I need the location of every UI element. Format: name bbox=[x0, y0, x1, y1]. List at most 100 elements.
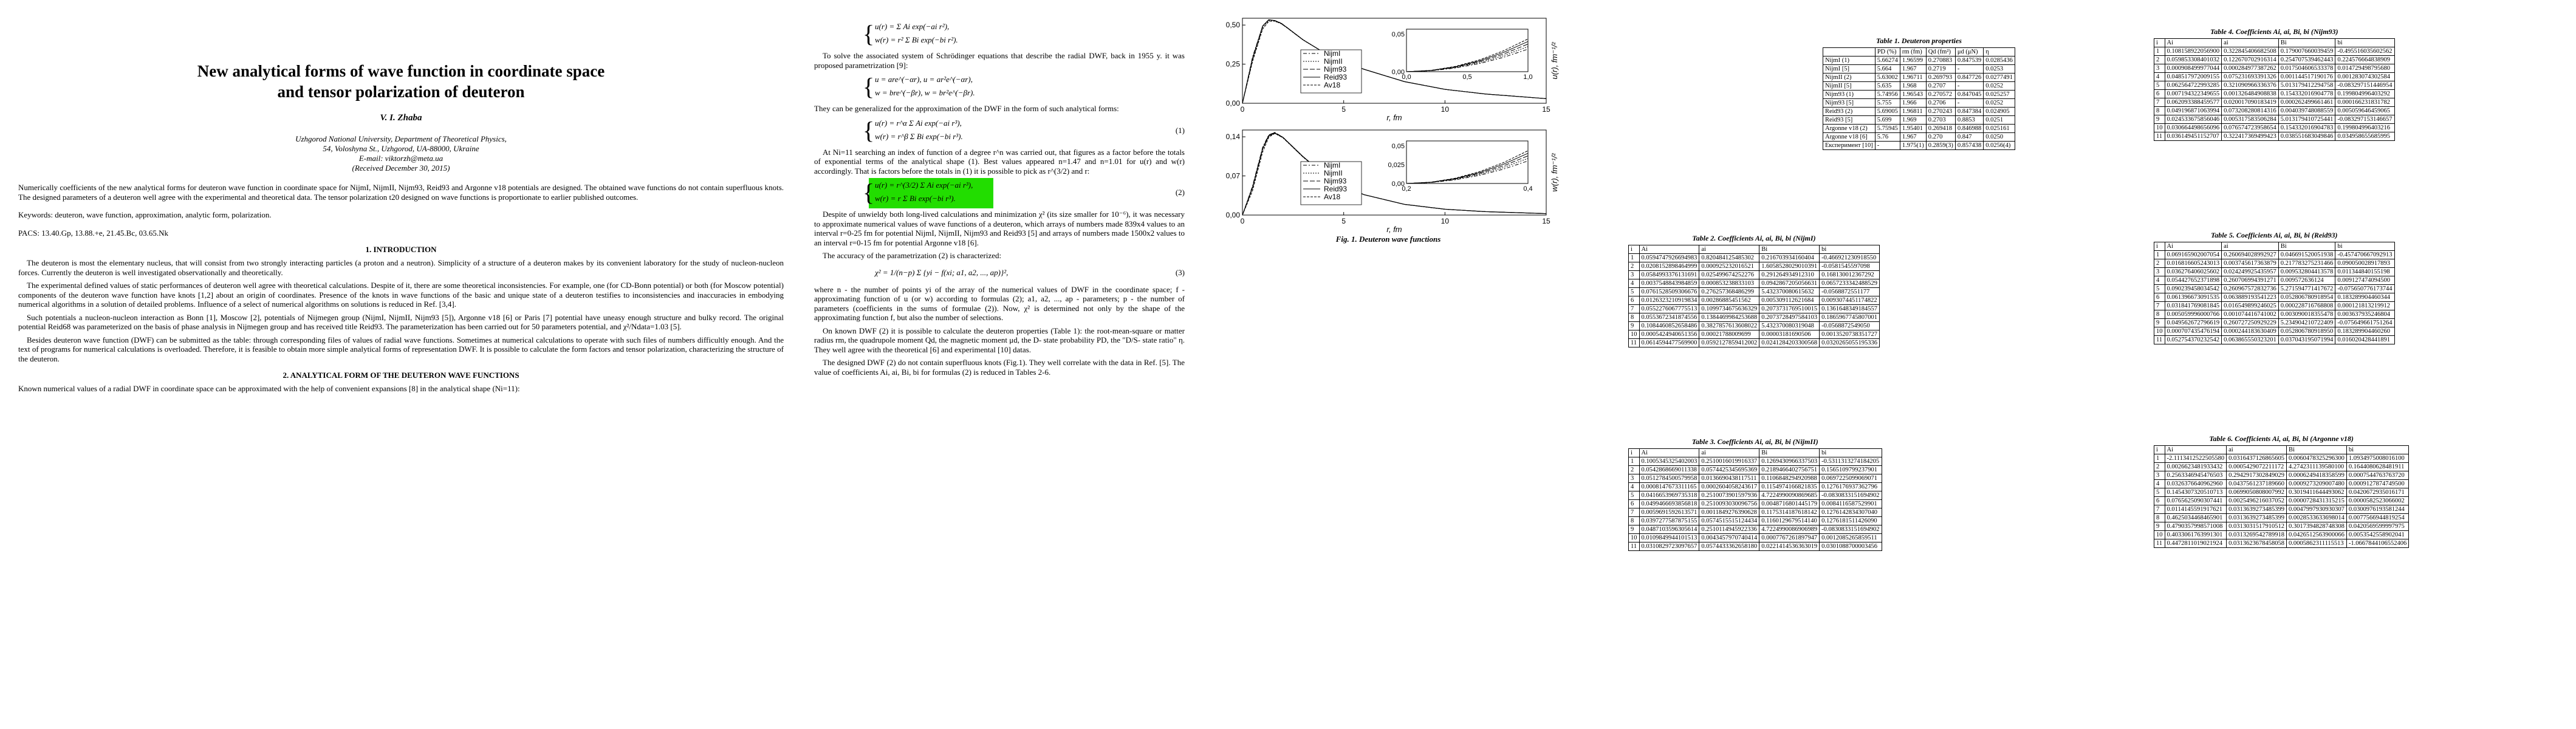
table-cell: 9 bbox=[2154, 115, 2165, 124]
table-row: 8 0.005059996000766 0.001074416741002 0.003… bbox=[2154, 310, 2395, 319]
table-cell: 8 bbox=[1628, 516, 1640, 525]
table-cell: 0.0542868669011338 bbox=[1639, 465, 1700, 474]
table-cell: 10 bbox=[1628, 533, 1640, 542]
table-cell: 0.016549899246025 bbox=[2221, 301, 2279, 310]
title-line-2: and tensor polarization of deuteron bbox=[277, 83, 525, 101]
table-header-cell: ai bbox=[2221, 38, 2279, 47]
table-cell: 0.0499466693856818 bbox=[1639, 499, 1700, 508]
table-cell: 0.00003181690506 bbox=[1759, 330, 1820, 339]
table-cell: 0.0048716801445179 bbox=[1759, 499, 1820, 508]
table-cell: 0.0487103596305614 bbox=[1639, 525, 1700, 534]
table-cell: 0.000166231831782 bbox=[2335, 98, 2395, 107]
table-row: 3 0.0512784500579958 0.0136690438117511 0.1… bbox=[1628, 474, 1882, 483]
equation-0: { u(r) = Σ Ai exp(−ai r²), w(r) = r² Σ B… bbox=[814, 21, 1185, 49]
y-tick-label: 0,50 bbox=[1226, 21, 1241, 29]
table-cell: 3 bbox=[2154, 267, 2165, 276]
table-cell: 0.062093388459577 bbox=[2164, 98, 2222, 107]
table-row: 3 0.000908499977044 0.000284977387262 0.017… bbox=[2154, 64, 2395, 73]
table-cell: 0.199804996403216 bbox=[2335, 123, 2395, 132]
paragraph-11: where n - the number of points yi of the… bbox=[814, 284, 1185, 323]
table-cell: 0.1454307320510713 bbox=[2164, 488, 2227, 497]
y-axis-label: w(r), fm⁻¹/² bbox=[1550, 153, 1559, 192]
table-cell: - bbox=[1954, 64, 1984, 74]
table-cell: 5.755 bbox=[1874, 98, 1900, 108]
table-cell: 0.0614594477569900 bbox=[1639, 338, 1700, 347]
table-cell: 0.025499674252276 bbox=[1699, 270, 1760, 279]
table-cell: 3 bbox=[1628, 474, 1640, 483]
table-cell: 5.699 bbox=[1874, 115, 1900, 125]
table-cell: 0.1160129679514140 bbox=[1759, 516, 1820, 525]
table-header-cell: bi bbox=[2335, 242, 2395, 251]
table-cell: 0.000121813219912 bbox=[2335, 301, 2395, 310]
table-row: 2 0.0026623481933432 0.0005429072211172 4.2… bbox=[2154, 462, 2410, 471]
table-cell: 0.0114145591917621 bbox=[2164, 505, 2227, 514]
equation-number-2: (2) bbox=[1175, 188, 1185, 197]
table-cell: 5.63002 bbox=[1874, 73, 1900, 82]
table-cell: 0.024533675856046 bbox=[2164, 115, 2222, 124]
table-cell: 1.96543 bbox=[1899, 90, 1927, 99]
table-row: Argonne v18 (2) 5.75945 1.95401 0.269418 0.8… bbox=[1823, 124, 2015, 133]
table-header-cell: Ai bbox=[2164, 38, 2222, 47]
table-cell: 0.037043195071994 bbox=[2278, 335, 2336, 344]
table-row: 8 0.0397277587875155 0.0574515515124434 0.1… bbox=[1628, 516, 1882, 525]
table-row: 1 0.069165902007054 0.260694028992927 0.046… bbox=[2154, 250, 2395, 259]
table-cell: 0.857438 bbox=[1954, 141, 1984, 150]
table-row: 5 0.0761528509306676 0.276257368486299 5.43… bbox=[1628, 287, 1880, 296]
table-cell: 0.820484125485302 bbox=[1699, 253, 1760, 262]
table-cell: 0.0077566944819254 bbox=[2346, 513, 2410, 522]
title-line-1: New analytical forms of wave function in… bbox=[197, 62, 605, 80]
table-2-caption: Table 2. Coefficients Ai, ai, Bi, bi (Ni… bbox=[1692, 234, 1816, 242]
received-date: (Received December 30, 2015) bbox=[352, 163, 450, 173]
table-cell: 0.276257368486299 bbox=[1699, 287, 1760, 296]
x-tick-label: 5 bbox=[1341, 105, 1346, 114]
table-cell: 0.017504606533378 bbox=[2278, 64, 2336, 73]
equation-number-1: (1) bbox=[1175, 125, 1185, 135]
table-header-cell: Qd (fm²) bbox=[1925, 47, 1956, 56]
table-cell: 4 bbox=[1628, 279, 1640, 288]
table-cell: 0.0942867205056631 bbox=[1759, 279, 1820, 288]
affiliation-line-1: Uzhgorod National University, Department… bbox=[295, 134, 507, 143]
table-header-cell: Bi bbox=[2278, 38, 2336, 47]
legend-label: Av18 bbox=[1324, 81, 1340, 89]
table-cell: 0.0053542558902041 bbox=[2346, 530, 2410, 539]
table-cell: 5 bbox=[2154, 81, 2165, 90]
table-cell: 0.0084116587529901 bbox=[1819, 499, 1882, 508]
table-cell: 3 bbox=[2154, 64, 2165, 73]
x-axis-label: r, fm bbox=[1386, 113, 1402, 122]
table-cell: 0.030664498656096 bbox=[2164, 123, 2222, 132]
table-cell: 3 bbox=[2154, 471, 2165, 480]
table-cell: 0.0251 bbox=[1983, 115, 2015, 125]
table-cell: 1.95401 bbox=[1899, 124, 1927, 133]
y-tick-label: 0,00 bbox=[1226, 99, 1241, 108]
table-cell: 5.75945 bbox=[1874, 124, 1900, 133]
table-cell: NijmI (1) bbox=[1823, 56, 1875, 65]
table-cell: 0.0594747926694983 bbox=[1639, 253, 1700, 262]
equation-1: { u(r) = r^α Σ Ai exp(−ai r³), w(r) = r^… bbox=[814, 117, 1185, 145]
table-row: NijmI (1) 5.66274 1.96599 0.270883 0.847539 0… bbox=[1823, 56, 2015, 65]
x-tick-label: 15 bbox=[1542, 105, 1550, 114]
table-cell: 0.000228716768808 bbox=[2278, 301, 2336, 310]
equation-3-line-1: u(r) = r^(3/2) Σ Ai exp(−ai r³), bbox=[875, 180, 973, 190]
table-cell: Reid93 (2) bbox=[1823, 107, 1875, 116]
table-header-cell: Bi bbox=[2278, 242, 2336, 251]
table-row: 9 0.024533675856046 0.005317583506284 5.013… bbox=[2154, 115, 2395, 124]
equation-highlight bbox=[869, 178, 993, 208]
table-cell: 0.183289904460344 bbox=[2335, 293, 2395, 302]
table-cell: 0.4625034468465901 bbox=[2164, 513, 2227, 522]
table-cell: 5.432370080615632 bbox=[1759, 287, 1820, 296]
table-cell: -0.0568872551177 bbox=[1819, 287, 1880, 296]
table-cell: 0.2719 bbox=[1925, 64, 1956, 74]
table-cell: 11 bbox=[2154, 132, 2165, 141]
y-tick-label: 0,25 bbox=[1226, 60, 1241, 69]
table-row: 10 0.0005424940651356 0.00021788009699 0.00… bbox=[1628, 330, 1880, 339]
page-3-tables: Table 1. Deuteron properties PD (%) rm (f… bbox=[1574, 0, 2576, 729]
table-cell: 0.005059996000766 bbox=[2164, 310, 2222, 319]
legend-label: NijmI bbox=[1324, 161, 1340, 169]
inset-y-tick-label: 0,025 bbox=[1388, 162, 1405, 169]
table-row: Nijm93 [5] 5.755 1.966 0.2706-0.0252 bbox=[1823, 98, 2015, 108]
table-cell: 0.005059646459065 bbox=[2335, 106, 2395, 115]
table-cell: 0.059853308401032 bbox=[2164, 55, 2222, 64]
table-row: 11 0.0310829723097657 0.0574433362658180 0.… bbox=[1628, 542, 1882, 551]
table-cell: 0.2073731769510015 bbox=[1759, 304, 1820, 313]
table-header-cell: Ai bbox=[1639, 448, 1700, 457]
